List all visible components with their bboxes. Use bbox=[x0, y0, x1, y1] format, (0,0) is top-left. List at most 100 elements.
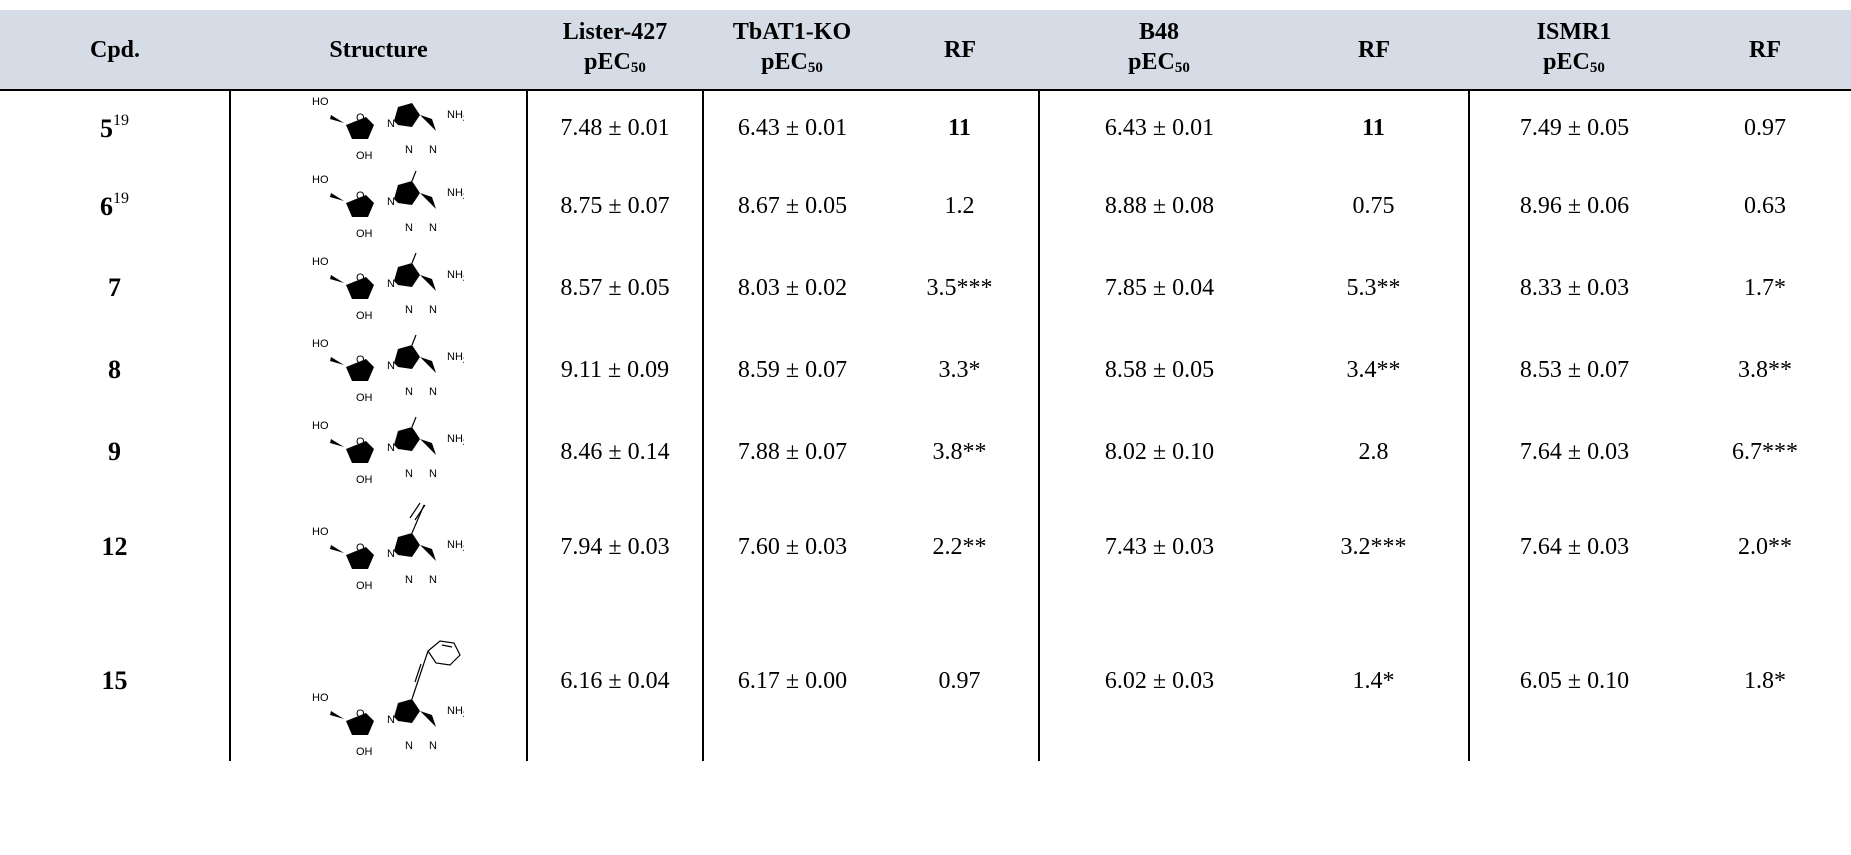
table-row: 619 HO O OH N N N NH2 Br 8.75 ± 0.07 8.67 ± 0.05 1.… bbox=[0, 165, 1851, 247]
structure-icon: HO O OH N N N NH2 I bbox=[312, 415, 464, 486]
cell-tbat1-ko: 7.60 ± 0.03 bbox=[737, 533, 848, 560]
atom-label: N bbox=[387, 196, 395, 208]
cell-rf-ismr1: 6.7*** bbox=[1732, 438, 1798, 465]
atom-label: HO bbox=[312, 96, 329, 108]
atom-label: OH bbox=[356, 580, 373, 592]
reference-superscript: 19 bbox=[113, 112, 129, 129]
structure-icon: HO O OH N N N NH2 bbox=[312, 640, 464, 758]
cell-structure: HO O OH N N N NH2 Br bbox=[229, 165, 528, 247]
atom-label: NH2 bbox=[447, 187, 464, 201]
cell-lister-427: 6.16 ± 0.04 bbox=[527, 601, 704, 761]
cell-rf-ismr1: 2.0** bbox=[1738, 533, 1792, 560]
table-body: 519 HO O OH N N N NH2 7.48 ± 0.01 6.43 ± 0.01 11 6.… bbox=[0, 90, 1851, 761]
atom-label: N bbox=[387, 360, 395, 372]
table-row: 9 HO O OH N N N NH2 I 8.46 ± 0.14 7.88 ± 0.07 3.8**… bbox=[0, 411, 1851, 493]
header-structure: Structure bbox=[230, 10, 527, 91]
atom-label: N bbox=[429, 386, 437, 398]
cell-rf-ismr1: 0.63 bbox=[1744, 192, 1786, 219]
table-row: 519 HO O OH N N N NH2 7.48 ± 0.01 6.43 ± 0.01 11 6.… bbox=[0, 90, 1851, 165]
cell-rf-ismr1: 1.8* bbox=[1744, 667, 1786, 694]
cell-cpd: 15 bbox=[101, 666, 128, 695]
cell-rf-tbat1: 3.8** bbox=[881, 411, 1040, 493]
atom-label: OH bbox=[356, 228, 373, 240]
cell-b48: 7.43 ± 0.03 bbox=[1104, 533, 1215, 560]
substituent-label: I bbox=[414, 415, 417, 416]
atom-label: NH2 bbox=[447, 269, 464, 283]
atom-label: O bbox=[356, 354, 365, 366]
cell-ismr1: 6.05 ± 0.10 bbox=[1519, 667, 1630, 694]
atom-label: NH2 bbox=[447, 433, 464, 447]
header-b48: B48 pEC50 bbox=[1039, 10, 1279, 91]
cell-lister-427: 8.57 ± 0.05 bbox=[527, 247, 704, 329]
header-row: Cpd. Structure Lister-427 pEC50 TbAT1-KO p… bbox=[0, 10, 1851, 91]
cell-tbat1-ko: 7.88 ± 0.07 bbox=[737, 438, 848, 465]
cell-tbat1-ko: 8.59 ± 0.07 bbox=[737, 356, 848, 383]
cell-ismr1: 7.64 ± 0.03 bbox=[1519, 438, 1630, 465]
structure-icon: HO O OH N N N NH2 bbox=[312, 96, 464, 162]
cell-structure: HO O OH N N N NH2 bbox=[229, 493, 528, 601]
cell-ismr1: 8.33 ± 0.03 bbox=[1519, 274, 1630, 301]
cell-rf-b48: 2.8 bbox=[1279, 411, 1470, 493]
cell-structure: HO O OH N N N NH2 bbox=[229, 90, 528, 165]
atom-label: N bbox=[387, 442, 395, 454]
atom-label: O bbox=[356, 112, 365, 124]
structure-icon: HO O OH N N N NH2 F bbox=[312, 251, 464, 322]
atom-label: HO bbox=[312, 692, 329, 704]
structure-icon: HO O OH N N N NH2 bbox=[312, 502, 464, 592]
cell-b48: 6.02 ± 0.03 bbox=[1104, 667, 1215, 694]
cell-rf-tbat1: 0.97 bbox=[881, 601, 1040, 761]
atom-label: HO bbox=[312, 526, 329, 538]
cell-rf-tbat1: 1.2 bbox=[881, 165, 1040, 247]
atom-label: OH bbox=[356, 150, 373, 162]
cell-structure: HO O OH N N N NH2 bbox=[229, 601, 528, 761]
cell-cpd: 8 bbox=[108, 355, 121, 384]
structure-icon: HO O OH N N N NH2 Cl bbox=[312, 333, 464, 404]
cell-b48: 7.85 ± 0.04 bbox=[1104, 274, 1215, 301]
atom-label: O bbox=[356, 708, 365, 720]
substituent-label: Cl bbox=[414, 333, 424, 334]
cell-lister-427: 7.94 ± 0.03 bbox=[527, 493, 704, 601]
atom-label: N bbox=[405, 304, 413, 316]
cell-rf-tbat1: 3.5*** bbox=[881, 247, 1040, 329]
cell-b48: 6.43 ± 0.01 bbox=[1104, 114, 1215, 141]
atom-label: N bbox=[387, 278, 395, 290]
table-row: 7 HO O OH N N N NH2 F 8.57 ± 0.05 8.03 ± 0.02 3.5**… bbox=[0, 247, 1851, 329]
atom-label: N bbox=[405, 574, 413, 586]
header-cpd: Cpd. bbox=[0, 10, 230, 91]
compound-activity-table: Cpd. Structure Lister-427 pEC50 TbAT1-KO p… bbox=[0, 10, 1851, 761]
header-lister-427: Lister-427 pEC50 bbox=[527, 10, 703, 91]
cell-tbat1-ko: 8.67 ± 0.05 bbox=[737, 192, 848, 219]
atom-label: N bbox=[429, 468, 437, 480]
atom-label: NH2 bbox=[447, 109, 464, 123]
atom-label: OH bbox=[356, 746, 373, 758]
atom-label: HO bbox=[312, 174, 329, 186]
cell-cpd: 9 bbox=[108, 437, 121, 466]
header-rf-tbat1: RF bbox=[881, 10, 1039, 91]
atom-label: N bbox=[429, 574, 437, 586]
header-tbat1-ko: TbAT1-KO pEC50 bbox=[703, 10, 881, 91]
atom-label: N bbox=[429, 304, 437, 316]
atom-label: N bbox=[429, 144, 437, 156]
atom-label: N bbox=[429, 740, 437, 752]
cell-ismr1: 8.96 ± 0.06 bbox=[1519, 192, 1630, 219]
cell-structure: HO O OH N N N NH2 I bbox=[229, 411, 528, 493]
cell-cpd: 519 bbox=[100, 112, 129, 143]
header-rf-ismr1: RF bbox=[1679, 10, 1851, 91]
atom-label: N bbox=[429, 222, 437, 234]
cell-cpd: 7 bbox=[108, 273, 121, 302]
atom-label: N bbox=[405, 144, 413, 156]
atom-label: NH2 bbox=[447, 705, 464, 719]
cell-rf-b48: 3.4** bbox=[1279, 329, 1470, 411]
atom-label: O bbox=[356, 542, 365, 554]
cell-rf-ismr1: 0.97 bbox=[1744, 114, 1786, 141]
atom-label: N bbox=[387, 548, 395, 560]
cell-rf-b48: 1.4* bbox=[1279, 601, 1470, 761]
cell-rf-ismr1: 3.8** bbox=[1738, 356, 1792, 383]
atom-label: HO bbox=[312, 338, 329, 350]
cell-structure: HO O OH N N N NH2 F bbox=[229, 247, 528, 329]
atom-label: N bbox=[387, 118, 395, 130]
atom-label: HO bbox=[312, 256, 329, 268]
cell-tbat1-ko: 6.43 ± 0.01 bbox=[737, 114, 848, 141]
atom-label: N bbox=[405, 740, 413, 752]
cell-rf-tbat1: 11 bbox=[881, 90, 1040, 165]
